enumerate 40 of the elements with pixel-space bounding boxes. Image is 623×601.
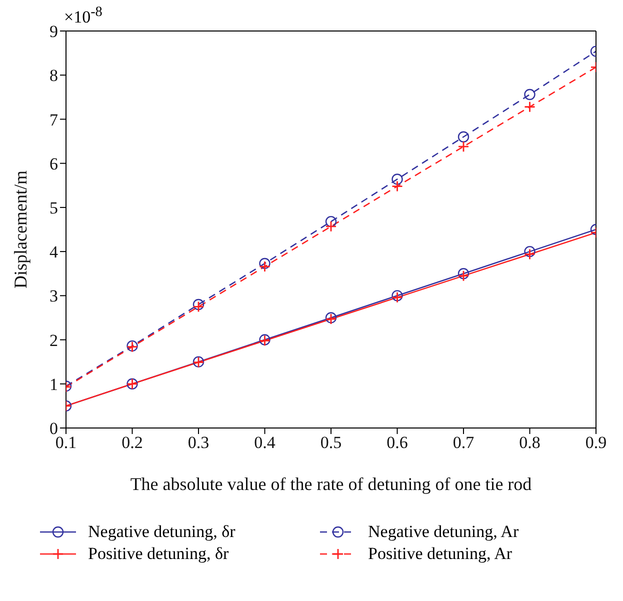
x-tick-label: 0.7 bbox=[452, 433, 475, 452]
x-tick-label: 0.4 bbox=[254, 433, 276, 452]
x-tick-label: 0.9 bbox=[585, 433, 607, 452]
point bbox=[524, 88, 536, 100]
y-tick-label: 3 bbox=[50, 286, 58, 306]
x-tick-label: 0.5 bbox=[320, 433, 342, 452]
point bbox=[325, 216, 337, 228]
x-tick-label: 0.3 bbox=[188, 433, 210, 452]
point bbox=[458, 131, 470, 142]
point bbox=[524, 101, 536, 113]
legend-label: Negative detuning, δr bbox=[88, 522, 236, 542]
y-axis-title: Displacement/m bbox=[10, 170, 30, 288]
legend-label: Positive detuning, Ar bbox=[368, 544, 512, 564]
legend-label: Negative detuning, Ar bbox=[368, 522, 519, 542]
y-tick-label: 2 bbox=[50, 330, 58, 350]
point bbox=[325, 220, 337, 232]
point bbox=[392, 180, 403, 192]
text: ×10$^{-8}$ bbox=[64, 4, 102, 28]
point bbox=[524, 248, 536, 260]
y-tick-label: 6 bbox=[50, 154, 58, 174]
y-tick-label: 5 bbox=[50, 198, 58, 218]
x-tick-label: 0.1 bbox=[55, 433, 77, 452]
y-tick-label: 7 bbox=[50, 110, 58, 130]
point bbox=[524, 246, 536, 258]
x-axis-title: The absolute value of the rate of detuning of one tie rod bbox=[130, 474, 532, 494]
y-tick-label: 9 bbox=[50, 22, 58, 42]
legend-label: Positive detuning, δr bbox=[88, 544, 229, 564]
point bbox=[259, 258, 270, 270]
point bbox=[458, 140, 470, 152]
y-tick-label: 0 bbox=[50, 419, 58, 438]
x-tick-label: 0.8 bbox=[519, 433, 540, 452]
y-tick-label: 1 bbox=[50, 374, 58, 394]
x-tick-label: 0.6 bbox=[386, 433, 408, 452]
point bbox=[392, 174, 403, 185]
point bbox=[458, 270, 470, 282]
y-tick-label: 4 bbox=[50, 242, 58, 262]
point bbox=[458, 268, 470, 280]
y-tick-label: 8 bbox=[50, 66, 58, 86]
x-tick-label: 0.2 bbox=[122, 433, 143, 452]
point bbox=[259, 260, 270, 272]
